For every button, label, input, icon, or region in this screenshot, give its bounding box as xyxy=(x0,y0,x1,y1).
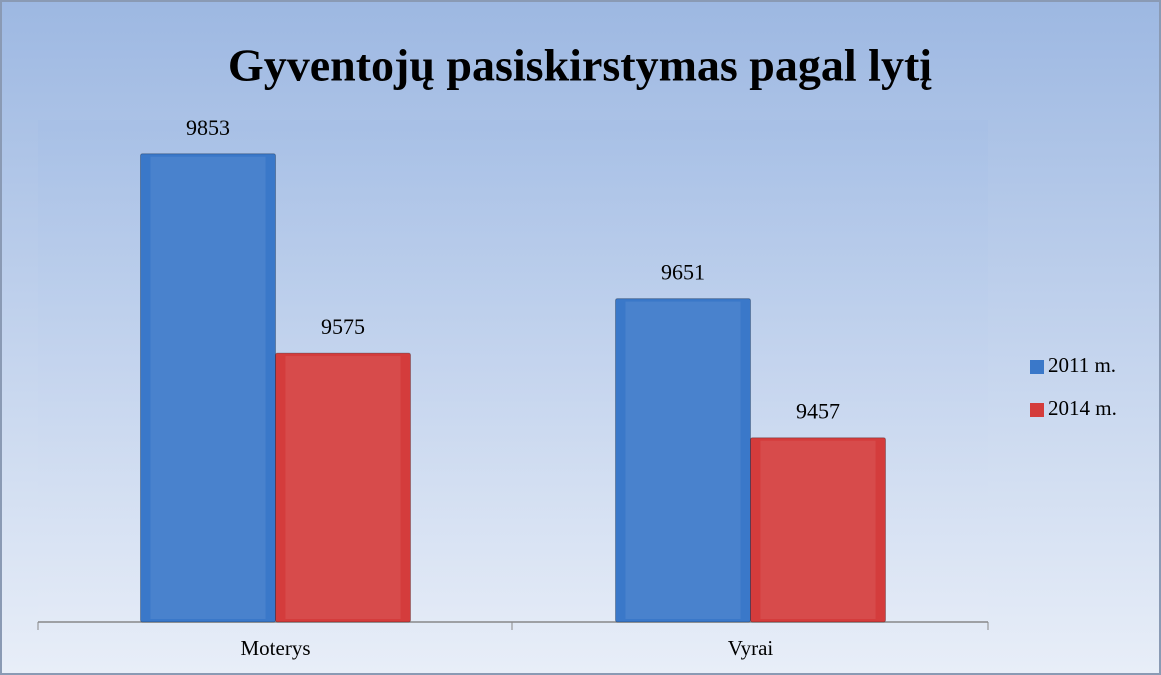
bar-highlight xyxy=(150,156,266,619)
legend-label: 2011 m. xyxy=(1048,353,1116,377)
bar-highlight xyxy=(625,301,741,619)
bar xyxy=(275,352,411,623)
data-label: 9575 xyxy=(321,314,365,339)
x-tick-label: Moterys xyxy=(241,636,311,660)
legend-label: 2014 m. xyxy=(1048,396,1117,420)
data-label: 9457 xyxy=(796,399,840,424)
data-label: 9853 xyxy=(186,115,230,140)
legend-swatch xyxy=(1030,403,1044,417)
bar xyxy=(750,437,886,623)
x-tick-label: Vyrai xyxy=(728,636,774,660)
bar-highlight xyxy=(760,440,876,619)
legend-swatch xyxy=(1030,360,1044,374)
data-label: 9651 xyxy=(661,260,705,285)
bar-highlight xyxy=(285,356,401,619)
chart-title: Gyventojų pasiskirstymas pagal lytį xyxy=(228,40,932,91)
